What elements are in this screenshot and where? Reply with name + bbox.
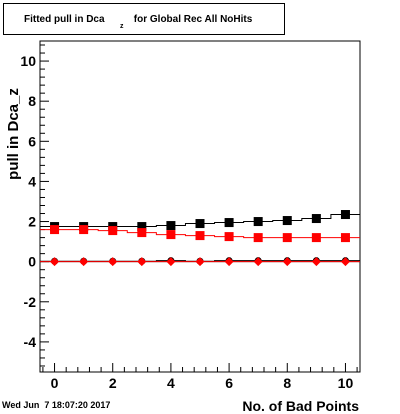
x-tick-label: 2 [109, 375, 117, 391]
series-0-line [40, 214, 360, 228]
x-tick-label: 10 [338, 375, 354, 391]
series-1-point [166, 230, 176, 240]
series-0-point [137, 222, 147, 232]
series-3-point [195, 257, 205, 267]
series-3-point [137, 257, 147, 267]
series-3-point [79, 257, 89, 267]
series-1-point [224, 232, 234, 242]
series-3-point [50, 257, 60, 267]
chart-title-suffix: for Global Rec All NoHits [131, 14, 253, 25]
y-tick-label: -2 [24, 294, 37, 310]
series-0-point [253, 217, 263, 227]
y-tick-label: 0 [28, 254, 36, 270]
series-0-point [282, 216, 292, 226]
y-tick-label: 2 [28, 214, 36, 230]
series-1-line [40, 229, 360, 239]
chart-title-main: Fitted pull in Dca [24, 14, 105, 25]
y-tick-label: 8 [28, 93, 36, 109]
x-tick-label: 4 [167, 375, 175, 391]
y-tick-label: 6 [28, 133, 36, 149]
series-0-point [195, 219, 205, 229]
series-1-point [137, 228, 147, 238]
y-tick-label: 10 [20, 53, 36, 69]
series-0-point [340, 210, 350, 220]
series-3-point [224, 257, 234, 267]
axes: -4 -2 0 2 4 6 8 10 0 2 4 6 8 10 [20, 40, 361, 391]
series-1-point [195, 231, 205, 241]
x-tick-label: 8 [283, 375, 291, 391]
y-tick-label: 4 [28, 173, 36, 189]
series-1-point [340, 233, 350, 243]
series-1-point [253, 233, 263, 243]
x-axis-label: No. of Bad Points [242, 398, 359, 414]
y-axis-label: pull in Dca_z [5, 88, 22, 180]
plot-frame [39, 40, 361, 373]
series-1-point [108, 226, 118, 236]
chart-title-subscript: z [120, 23, 124, 30]
series-1-point [311, 233, 321, 243]
series-3-point [311, 257, 321, 267]
chart-marks [40, 210, 360, 267]
series-0-point [166, 221, 176, 231]
series-1-point [50, 225, 60, 235]
series-0-point [311, 214, 321, 224]
x-tick-label: 6 [225, 375, 233, 391]
series-1-point [79, 225, 89, 235]
timestamp: Wed Jun 7 18:07:20 2017 [2, 400, 111, 410]
y-tick-label: -4 [24, 334, 37, 350]
series-0-point [224, 218, 234, 228]
x-tick-label: 0 [51, 375, 59, 391]
chart-title-box: Fitted pull in Dca z for Global Rec All … [3, 3, 285, 35]
series-3-point [166, 257, 176, 267]
series-3-point [282, 257, 292, 267]
series-3-point [340, 257, 350, 267]
series-3-point [108, 257, 118, 267]
series-3-point [253, 257, 263, 267]
series-1-point [282, 233, 292, 243]
